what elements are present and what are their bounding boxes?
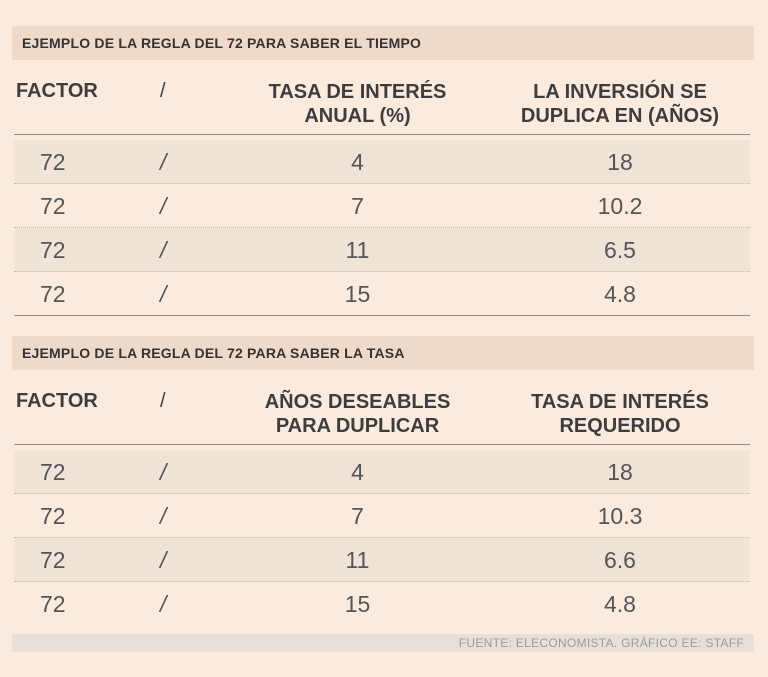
cell-value: 7 bbox=[351, 503, 364, 529]
cell-value: 11 bbox=[345, 547, 370, 573]
header-tasa: TASA DE INTERÉS ANUAL (%) bbox=[235, 80, 480, 128]
cell-result: 4.8 bbox=[604, 281, 636, 307]
source-footer: FUENTE: ELECONOMISTA. GRÁFICO EE: STAFF bbox=[12, 634, 754, 652]
table-row: 72 / 15 4.8 bbox=[14, 272, 750, 316]
cell-factor: 72 bbox=[40, 193, 66, 219]
header-anos-line2: PARA DUPLICAR bbox=[275, 415, 440, 437]
table-top-rule bbox=[14, 444, 750, 445]
header-duplica-line1: LA INVERSIÓN SE bbox=[533, 81, 707, 103]
header-factor: FACTOR bbox=[16, 390, 98, 412]
cell-value: 15 bbox=[344, 281, 371, 307]
cell-divider: / bbox=[160, 237, 167, 263]
table-row: 72 / 4 18 bbox=[14, 140, 750, 184]
header-divider: / bbox=[160, 80, 166, 102]
cell-result: 18 bbox=[607, 149, 633, 175]
section-title-tasa: EJEMPLO DE LA REGLA DEL 72 PARA SABER LA… bbox=[12, 336, 754, 370]
cell-divider: / bbox=[160, 459, 167, 485]
header-factor: FACTOR bbox=[16, 80, 98, 102]
cell-divider: / bbox=[160, 149, 167, 175]
cell-result: 18 bbox=[607, 459, 633, 485]
cell-factor: 72 bbox=[40, 591, 66, 617]
table-top-rule bbox=[14, 134, 750, 135]
cell-divider: / bbox=[160, 591, 167, 617]
header-divider: / bbox=[160, 390, 166, 412]
header-tasa-line2: ANUAL (%) bbox=[304, 105, 411, 127]
cell-factor: 72 bbox=[40, 547, 66, 573]
header-requerido-line1: TASA DE INTERÉS bbox=[531, 391, 709, 413]
table-row: 72 / 7 10.2 bbox=[14, 184, 750, 228]
cell-divider: / bbox=[160, 547, 167, 573]
cell-result: 6.6 bbox=[604, 547, 636, 573]
cell-divider: / bbox=[160, 281, 167, 307]
table-row: 72 / 15 4.8 bbox=[14, 582, 750, 626]
cell-factor: 72 bbox=[40, 459, 66, 485]
table-row: 72 / 11 6.6 bbox=[14, 538, 750, 582]
cell-result: 10.3 bbox=[597, 503, 643, 529]
cell-factor: 72 bbox=[40, 149, 66, 175]
cell-value: 4 bbox=[351, 149, 364, 175]
header-requerido: TASA DE INTERÉS REQUERIDO bbox=[495, 390, 745, 438]
cell-factor: 72 bbox=[40, 503, 66, 529]
header-anos-line1: AÑOS DESEABLES bbox=[264, 391, 451, 413]
header-tasa-line1: TASA DE INTERÉS bbox=[268, 81, 447, 103]
section-title-tiempo: EJEMPLO DE LA REGLA DEL 72 PARA SABER EL… bbox=[12, 26, 754, 60]
cell-factor: 72 bbox=[40, 237, 66, 263]
cell-divider: / bbox=[160, 503, 167, 529]
header-requerido-line2: REQUERIDO bbox=[559, 415, 681, 437]
cell-factor: 72 bbox=[40, 281, 66, 307]
cell-result: 6.5 bbox=[604, 237, 636, 263]
cell-result: 10.2 bbox=[597, 193, 643, 219]
cell-value: 15 bbox=[344, 591, 371, 617]
cell-divider: / bbox=[160, 193, 167, 219]
header-duplica: LA INVERSIÓN SE DUPLICA EN (AÑOS) bbox=[495, 80, 745, 128]
table-row: 72 / 7 10.3 bbox=[14, 494, 750, 538]
table-row: 72 / 11 6.5 bbox=[14, 228, 750, 272]
header-anos: AÑOS DESEABLES PARA DUPLICAR bbox=[235, 390, 480, 438]
cell-result: 4.8 bbox=[604, 591, 636, 617]
cell-value: 7 bbox=[351, 193, 364, 219]
header-duplica-line2: DUPLICA EN (AÑOS) bbox=[520, 105, 720, 127]
table-row: 72 / 4 18 bbox=[14, 450, 750, 494]
cell-value: 11 bbox=[345, 237, 370, 263]
cell-value: 4 bbox=[351, 459, 364, 485]
